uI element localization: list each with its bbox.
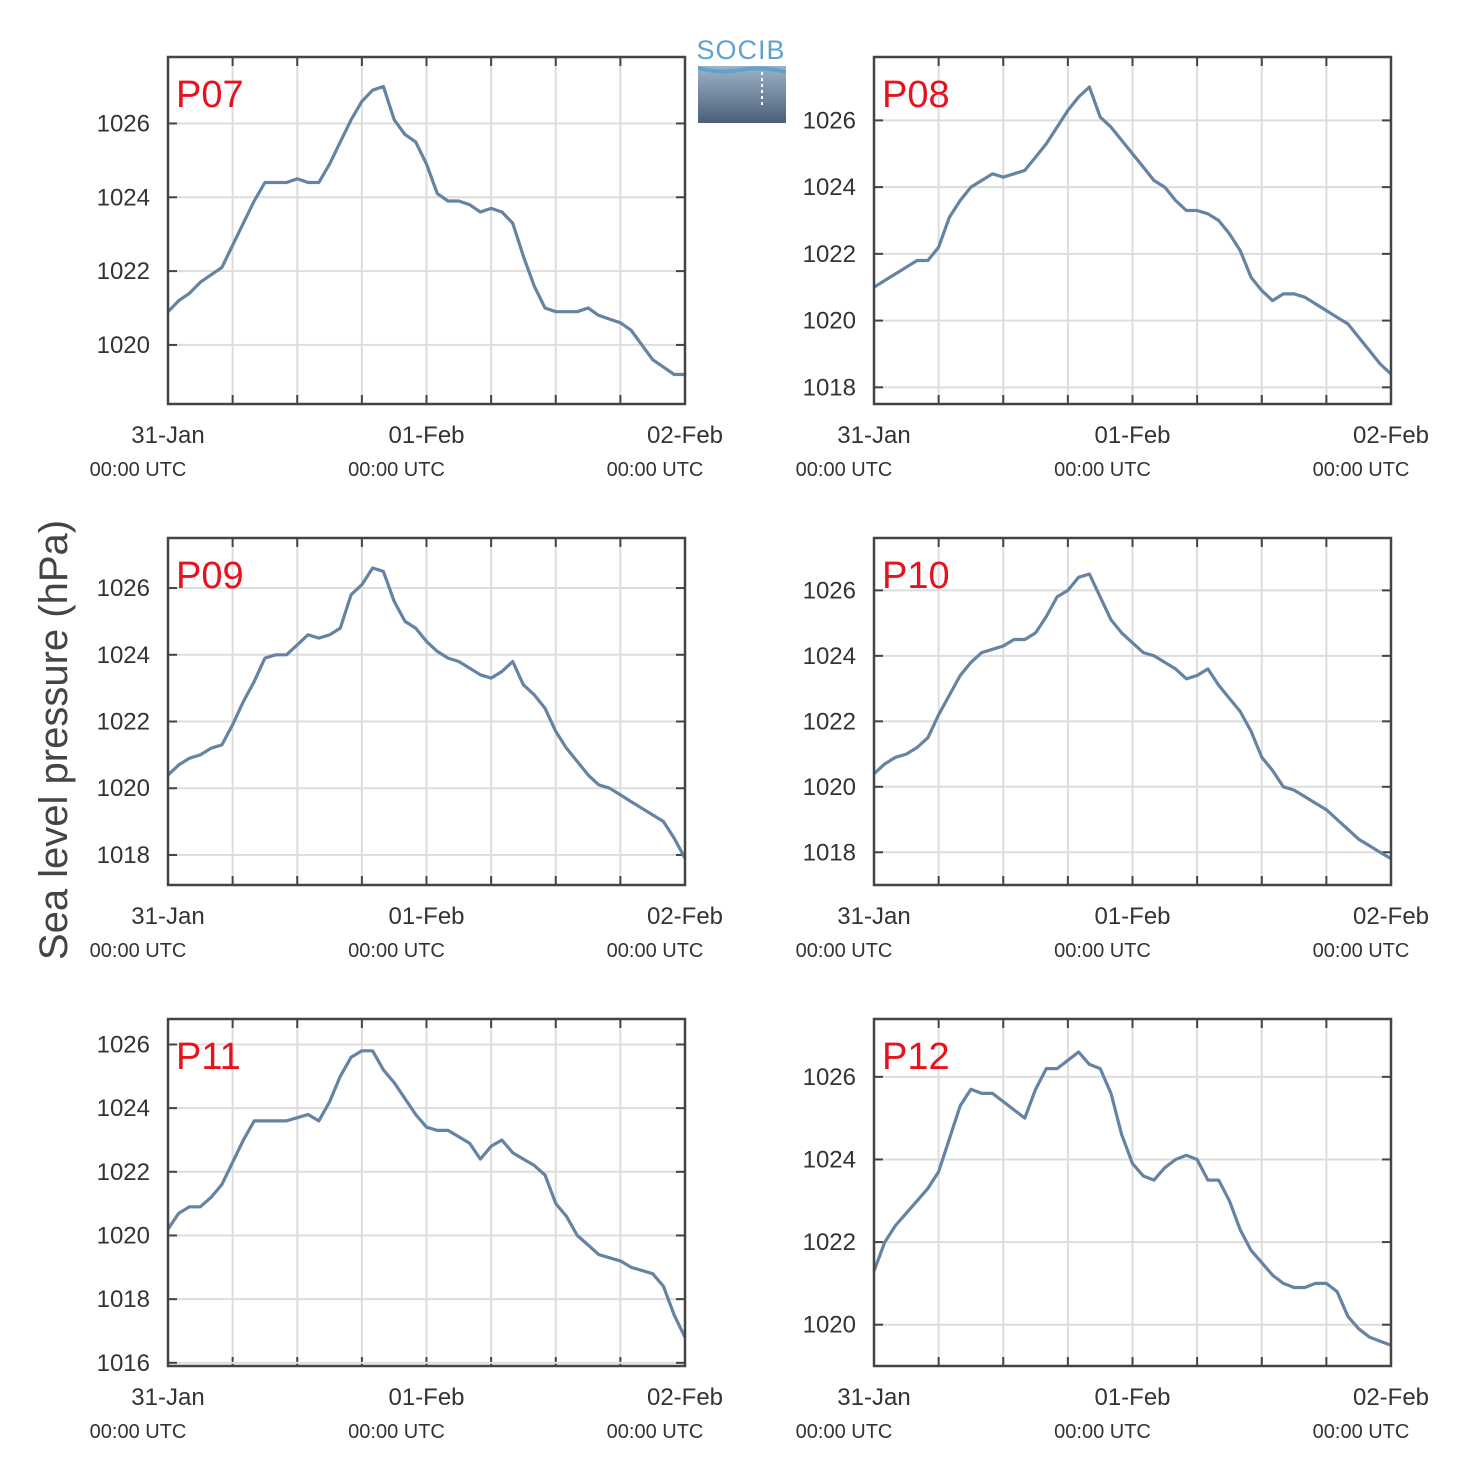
x-tick-label: 31-Jan — [837, 1384, 910, 1411]
panel-label: P09 — [176, 555, 244, 597]
x-tick-label: 02-Feb — [647, 1384, 723, 1411]
y-tick-label: 1018 — [97, 842, 150, 869]
chart-panel-p08: 1018 1020 1022 1024 1026 31-Jan 00:00 UTC 01-Fe… — [796, 55, 1429, 481]
x-tick-label: 01-Feb — [1094, 903, 1170, 930]
pressure-series-line — [873, 85, 1393, 376]
y-tick-label: 1026 — [97, 1031, 150, 1058]
logo-wave-icon — [698, 66, 786, 123]
y-tick-label: 1016 — [97, 1350, 150, 1377]
panel-label: P12 — [882, 1036, 950, 1078]
socib-logo: SOCIB — [696, 35, 786, 123]
y-tick-label: 1026 — [803, 107, 856, 134]
pressure-series-line — [872, 572, 1392, 861]
y-tick-label: 1024 — [97, 642, 150, 669]
panel-label: P10 — [882, 555, 950, 597]
plot-frame — [872, 55, 1393, 406]
y-tick-label: 1018 — [97, 1286, 150, 1313]
x-tick-sublabel: 00:00 UTC — [348, 1421, 445, 1443]
chart-panels: 1020 1022 1024 1026 31-Jan 00:00 UTC 01-Feb 00:… — [90, 55, 1429, 1443]
y-tick-label: 1020 — [803, 774, 856, 801]
y-tick-label: 1022 — [803, 1229, 856, 1256]
x-tick-label: 02-Feb — [647, 422, 723, 449]
x-tick-sublabel: 00:00 UTC — [796, 940, 893, 962]
x-tick-label: 31-Jan — [837, 903, 910, 930]
pressure-series-line — [166, 84, 685, 377]
x-tick-label: 31-Jan — [131, 1384, 204, 1411]
y-tick-label: 1024 — [803, 174, 856, 201]
logo-wave-crest — [698, 66, 786, 74]
x-tick-label: 01-Feb — [1094, 1384, 1170, 1411]
chart-panel-p09: 1018 1020 1022 1024 1026 31-Jan 00:00 UTC 01-Fe… — [90, 536, 723, 962]
y-tick-label: 1022 — [803, 241, 856, 268]
x-tick-sublabel: 00:00 UTC — [348, 940, 445, 962]
y-tick-label: 1026 — [97, 575, 150, 602]
y-tick-label: 1022 — [97, 709, 150, 736]
panel-label: P08 — [882, 74, 950, 116]
x-tick-sublabel: 00:00 UTC — [348, 459, 445, 481]
x-tick-label: 31-Jan — [131, 422, 204, 449]
plot-frame — [166, 1017, 687, 1368]
chart-panel-p10: 1018 1020 1022 1024 1026 31-Jan 00:00 UTC 01-Fe… — [796, 536, 1429, 962]
x-tick-sublabel: 00:00 UTC — [1313, 459, 1410, 481]
x-tick-sublabel: 00:00 UTC — [607, 459, 704, 481]
x-tick-sublabel: 00:00 UTC — [796, 459, 893, 481]
x-tick-sublabel: 00:00 UTC — [1054, 459, 1151, 481]
y-tick-label: 1026 — [803, 1064, 856, 1091]
pressure-series-line — [166, 1049, 687, 1338]
y-tick-label: 1022 — [97, 1159, 150, 1186]
y-tick-label: 1022 — [97, 258, 150, 285]
x-tick-sublabel: 00:00 UTC — [607, 1421, 704, 1443]
x-tick-sublabel: 00:00 UTC — [90, 459, 187, 481]
chart-panel-p07: 1020 1022 1024 1026 31-Jan 00:00 UTC 01-Feb 00:… — [90, 55, 723, 481]
x-tick-sublabel: 00:00 UTC — [90, 1421, 187, 1443]
x-tick-label: 31-Jan — [131, 903, 204, 930]
plot-frame — [166, 55, 687, 406]
chart-panel-p11: 1016 1018 1020 1022 1024 1026 31-Jan 00:00 UTC 0… — [90, 1017, 723, 1443]
y-tick-label: 1020 — [803, 308, 856, 335]
panel-label: P11 — [176, 1036, 241, 1078]
pressure-series-line — [166, 566, 687, 860]
x-tick-label: 02-Feb — [1353, 903, 1429, 930]
x-tick-sublabel: 00:00 UTC — [796, 1421, 893, 1443]
plot-frame — [166, 536, 687, 887]
x-tick-sublabel: 00:00 UTC — [1313, 940, 1410, 962]
y-tick-label: 1018 — [803, 374, 856, 401]
x-tick-label: 01-Feb — [388, 903, 464, 930]
x-tick-label: 01-Feb — [388, 1384, 464, 1411]
x-tick-sublabel: 00:00 UTC — [1054, 940, 1151, 962]
x-tick-label: 02-Feb — [1353, 1384, 1429, 1411]
y-tick-label: 1024 — [97, 1095, 150, 1122]
x-tick-label: 02-Feb — [1353, 422, 1429, 449]
y-tick-label: 1024 — [803, 1146, 856, 1173]
y-tick-label: 1024 — [803, 643, 856, 670]
x-tick-sublabel: 00:00 UTC — [1313, 1421, 1410, 1443]
y-tick-label: 1018 — [803, 839, 856, 866]
x-tick-sublabel: 00:00 UTC — [607, 940, 704, 962]
y-tick-label: 1022 — [803, 708, 856, 735]
y-tick-label: 1024 — [97, 184, 150, 211]
panel-label: P07 — [176, 74, 244, 116]
pressure-series-line — [872, 1050, 1392, 1347]
y-axis-label: Sea level pressure (hPa) — [32, 520, 76, 960]
y-tick-label: 1026 — [803, 577, 856, 604]
y-tick-label: 1026 — [97, 110, 150, 137]
y-tick-label: 1020 — [97, 332, 150, 359]
chart-panel-p12: 1020 1022 1024 1026 31-Jan 00:00 UTC 01-Feb 00:… — [796, 1017, 1429, 1443]
x-tick-label: 02-Feb — [647, 903, 723, 930]
plot-frame — [872, 1017, 1393, 1368]
y-tick-label: 1020 — [97, 775, 150, 802]
plot-frame — [872, 536, 1393, 887]
x-tick-sublabel: 00:00 UTC — [1054, 1421, 1151, 1443]
y-tick-label: 1020 — [97, 1222, 150, 1249]
x-tick-sublabel: 00:00 UTC — [90, 940, 187, 962]
x-tick-label: 01-Feb — [1094, 422, 1170, 449]
x-tick-label: 31-Jan — [837, 422, 910, 449]
logo-text: SOCIB — [696, 35, 785, 65]
y-tick-label: 1020 — [803, 1312, 856, 1339]
x-tick-label: 01-Feb — [388, 422, 464, 449]
